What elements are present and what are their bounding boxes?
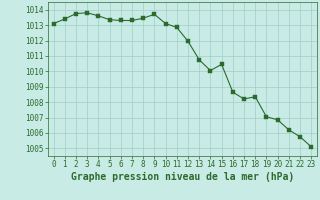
X-axis label: Graphe pression niveau de la mer (hPa): Graphe pression niveau de la mer (hPa) <box>71 172 294 182</box>
